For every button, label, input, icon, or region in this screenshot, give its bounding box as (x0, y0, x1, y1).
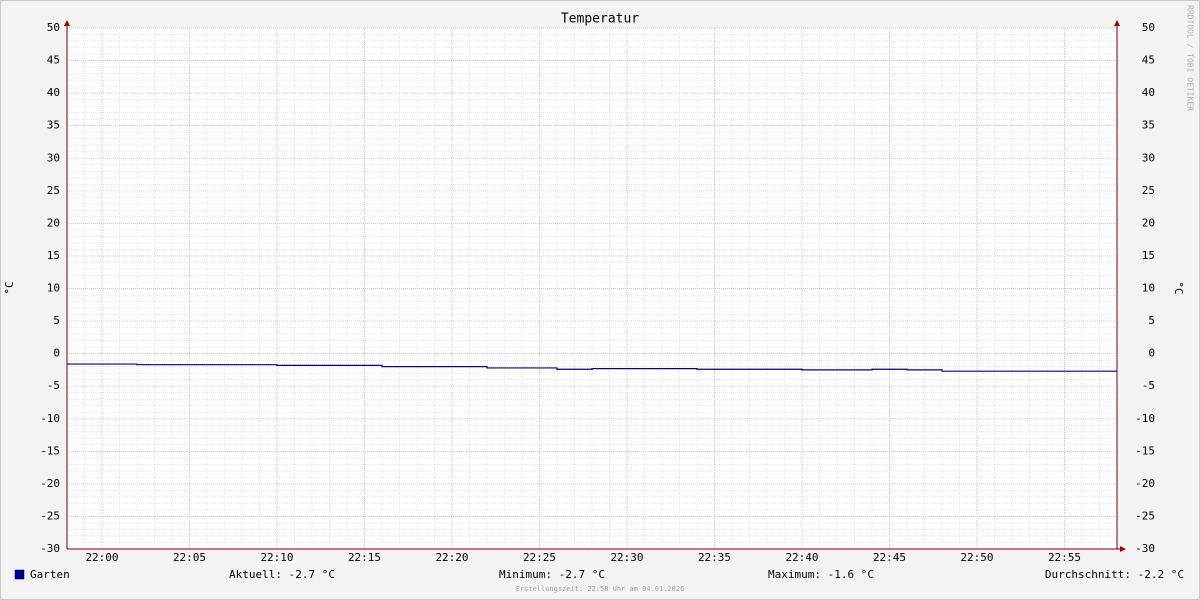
y-tick-label: -30 (40, 542, 60, 555)
y2-tick-label: 15 (1142, 249, 1155, 262)
y-tick-label: 25 (47, 184, 60, 197)
x-tick-label: 22:20 (435, 551, 468, 564)
y-tick-label: 10 (47, 282, 60, 295)
x-tick-label: 22:55 (1048, 551, 1081, 564)
axis-arrow (1114, 20, 1120, 26)
x-tick-label: 22:45 (873, 551, 906, 564)
y-axis-label: °C (3, 281, 16, 294)
y2-tick-label: 30 (1142, 151, 1155, 164)
y-tick-label: 15 (47, 249, 60, 262)
y2-axis-label: °C (1172, 281, 1185, 294)
y2-tick-label: -30 (1135, 542, 1155, 555)
axis-arrow (1120, 546, 1126, 552)
y2-tick-label: 40 (1142, 86, 1155, 99)
x-tick-label: 22:30 (610, 551, 643, 564)
legend-swatch (14, 569, 25, 580)
y2-tick-label: 20 (1142, 216, 1155, 229)
legend-stat: Minimum: -2.7 °C (499, 568, 605, 581)
y-tick-label: 30 (47, 151, 60, 164)
marks (67, 363, 1117, 372)
y-tick-label: -10 (40, 412, 60, 425)
y2-tick-label: 25 (1142, 184, 1155, 197)
y-tick-label: 40 (47, 86, 60, 99)
grid (67, 27, 1117, 550)
y2-tick-label: 5 (1148, 314, 1155, 327)
x-tick-label: 22:10 (260, 551, 293, 564)
legend-label: Garten (30, 568, 70, 581)
y-tick-label: 45 (47, 54, 60, 67)
legend-stat: Durchschnitt: -2.2 °C (1045, 568, 1184, 581)
y-tick-label: -15 (40, 444, 60, 457)
y-tick-label: -5 (47, 379, 60, 392)
y2-tick-label: 10 (1142, 282, 1155, 295)
x-tick-label: 22:40 (785, 551, 818, 564)
footer: Erstellungszeit: 22:58 Uhr am 04.01.2026 (516, 585, 685, 593)
y2-tick-label: 35 (1142, 119, 1155, 132)
watermark: RRDTOOL / TOBI OETIKER (1186, 5, 1195, 111)
legend-stat: Maximum: -1.6 °C (768, 568, 874, 581)
x-tick-label: 22:25 (523, 551, 556, 564)
y2-tick-label: -5 (1142, 379, 1155, 392)
y2-tick-label: -20 (1135, 477, 1155, 490)
y-tick-label: 20 (47, 216, 60, 229)
x-tick-label: 22:35 (698, 551, 731, 564)
x-tick-label: 22:00 (85, 551, 118, 564)
y-tick-label: 0 (53, 347, 60, 360)
y-tick-label: -20 (40, 477, 60, 490)
legend-stat: Aktuell: -2.7 °C (229, 568, 335, 581)
x-tick-label: 22:15 (348, 551, 381, 564)
y-tick-label: 35 (47, 119, 60, 132)
y2-tick-label: -15 (1135, 444, 1155, 457)
y2-tick-label: 45 (1142, 54, 1155, 67)
y-tick-label: 5 (53, 314, 60, 327)
chart-title: Temperatur (561, 12, 639, 27)
axis-arrow (64, 20, 70, 26)
x-tick-label: 22:50 (960, 551, 993, 564)
y-tick-label: 50 (47, 21, 60, 34)
series-line (67, 363, 1117, 372)
y2-tick-label: -10 (1135, 412, 1155, 425)
y2-tick-label: 0 (1148, 347, 1155, 360)
y2-tick-label: 50 (1142, 21, 1155, 34)
x-tick-label: 22:05 (173, 551, 206, 564)
y-tick-label: -25 (40, 509, 60, 522)
y2-tick-label: -25 (1135, 509, 1155, 522)
